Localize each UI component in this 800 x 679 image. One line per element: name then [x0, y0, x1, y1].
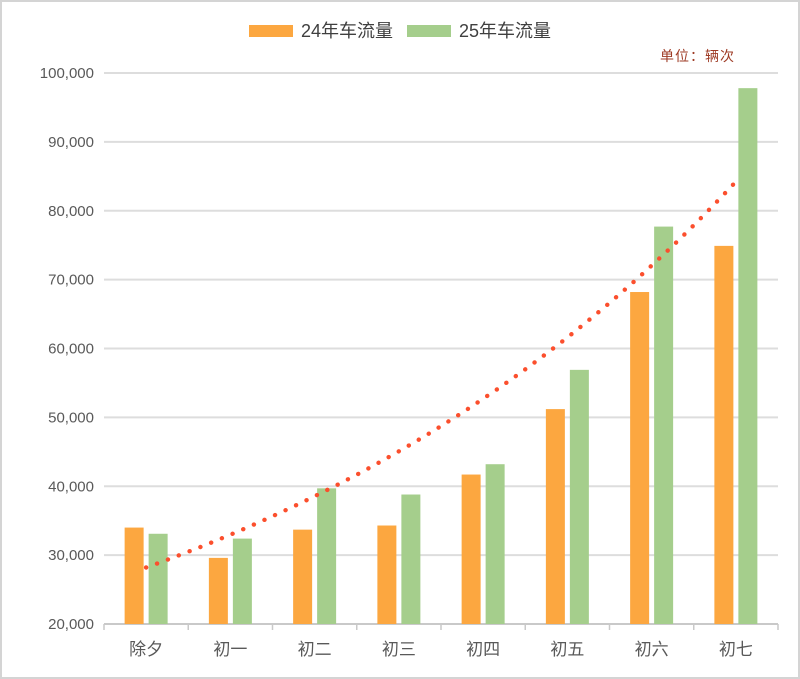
bar-y24-4 — [461, 474, 481, 624]
bar-y25-3 — [401, 494, 421, 624]
y-axis-tick-label: 80,000 — [48, 203, 94, 220]
legend-swatch-24-icon — [248, 25, 293, 37]
x-axis-category-label: 初二 — [298, 640, 332, 659]
x-axis-category-label: 初七 — [719, 640, 753, 659]
bar-y24-6 — [630, 292, 650, 624]
trendline-dotted — [143, 179, 739, 570]
x-axis-category-label: 初六 — [635, 640, 669, 659]
unit-label: 单位：辆次 — [660, 48, 735, 64]
legend-swatch-25-icon — [407, 25, 451, 37]
y-axis-tick-label: 20,000 — [48, 616, 94, 633]
bar-y25-2 — [317, 488, 337, 624]
x-axis-category-label: 初四 — [466, 640, 500, 659]
bar-y24-5 — [545, 409, 565, 624]
x-axis-category-label: 初五 — [550, 640, 584, 659]
bar-y24-3 — [377, 525, 397, 624]
x-axis-category-label: 初一 — [213, 640, 247, 659]
bar-y25-0 — [148, 533, 168, 624]
y-axis-tick-label: 40,000 — [48, 478, 94, 495]
bar-y24-7 — [714, 245, 734, 624]
bar-y24-0 — [124, 527, 144, 624]
y-axis-tick-label: 100,000 — [40, 65, 94, 82]
bar-y24-1 — [208, 557, 228, 624]
x-axis-category-label: 初三 — [382, 640, 416, 659]
legend-item-25: 25年车流量 — [407, 22, 551, 40]
bar-y25-5 — [569, 369, 589, 624]
y-axis-tick-label: 50,000 — [48, 409, 94, 426]
legend: 24年车流量 25年车流量 — [2, 22, 798, 40]
bar-y25-6 — [654, 226, 674, 624]
y-axis-tick-label: 90,000 — [48, 134, 94, 151]
bar-y24-2 — [293, 529, 313, 624]
bar-y25-7 — [738, 88, 758, 625]
x-axis-category-label: 除夕 — [129, 640, 163, 659]
bar-y25-1 — [232, 538, 252, 624]
y-axis-tick-label: 60,000 — [48, 341, 94, 358]
legend-item-24: 24年车流量 — [248, 21, 393, 41]
legend-label-24: 24年车流量 — [300, 21, 393, 41]
legend-label-25: 25年车流量 — [459, 21, 552, 41]
y-axis-tick-label: 70,000 — [48, 272, 94, 289]
bar-y25-4 — [485, 464, 505, 624]
y-axis-tick-label: 30,000 — [48, 547, 94, 564]
